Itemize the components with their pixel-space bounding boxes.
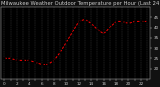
Text: Milwaukee Weather Outdoor Temperature per Hour (Last 24 Hours): Milwaukee Weather Outdoor Temperature pe… xyxy=(1,1,160,6)
